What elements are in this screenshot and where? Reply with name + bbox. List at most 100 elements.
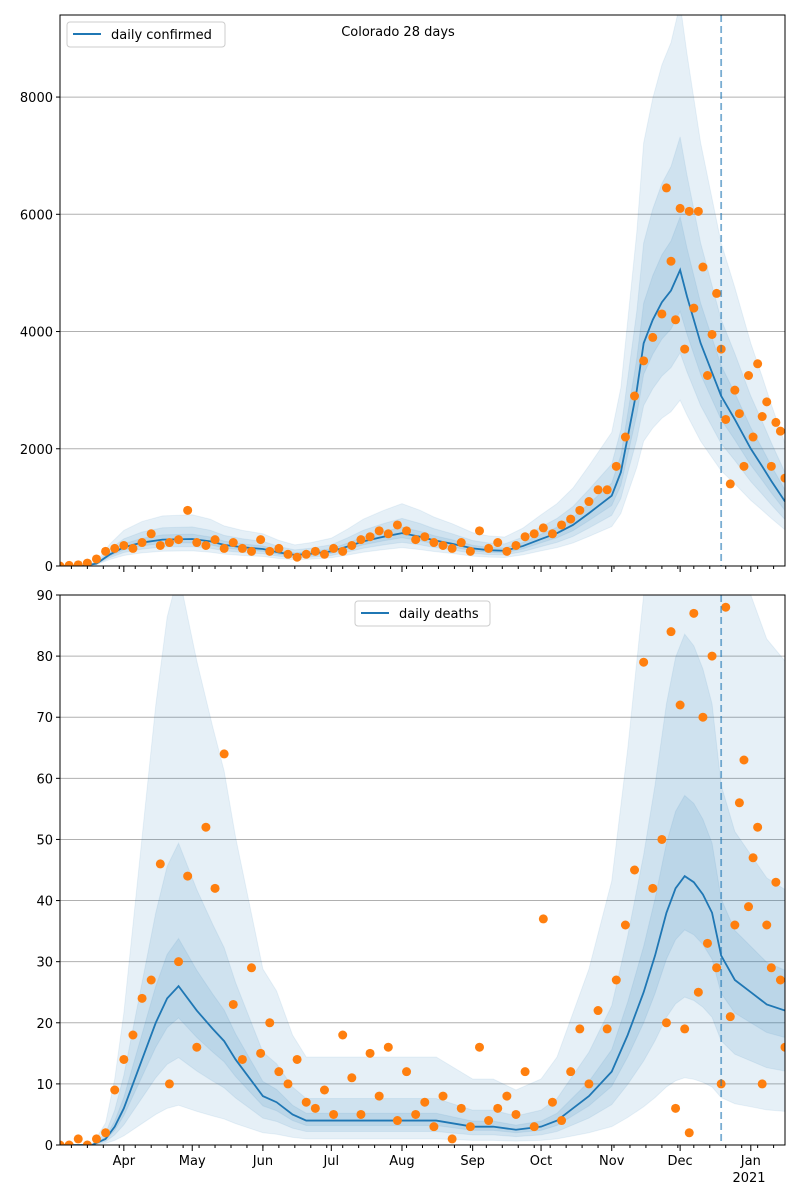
observed-point xyxy=(566,514,576,524)
observed-point xyxy=(680,1024,690,1034)
legend-deaths: daily deaths xyxy=(354,600,491,627)
observed-point xyxy=(502,1091,512,1101)
observed-point xyxy=(766,963,776,973)
observed-point xyxy=(671,315,681,325)
observed-point xyxy=(447,543,457,553)
observed-point xyxy=(753,359,763,369)
observed-point xyxy=(438,1091,448,1101)
observed-point xyxy=(219,543,229,553)
observed-point xyxy=(557,1116,567,1126)
deaths-chart: 0 10 20 30 40 50 60 70 80 90 Apr May Jun Jul Aug Sep Oct… xyxy=(36,589,786,1169)
observed-point xyxy=(538,523,548,533)
observed-point xyxy=(429,538,439,548)
observed-point xyxy=(584,1079,594,1089)
observed-point xyxy=(301,1097,311,1107)
observed-point xyxy=(183,505,193,515)
observed-point xyxy=(146,529,156,539)
observed-point xyxy=(511,1109,521,1119)
observed-point xyxy=(283,1079,293,1089)
observed-point xyxy=(356,535,366,545)
observed-point xyxy=(762,397,772,407)
observed-point xyxy=(319,1085,329,1095)
observed-point xyxy=(611,461,621,471)
observed-point xyxy=(301,549,311,559)
observed-point xyxy=(734,798,744,808)
observed-point xyxy=(730,920,740,930)
observed-point xyxy=(725,479,735,489)
observed-point xyxy=(566,1067,576,1077)
observed-point xyxy=(661,1018,671,1028)
observed-point xyxy=(775,426,785,436)
observed-point xyxy=(82,558,92,566)
observed-point xyxy=(547,529,557,539)
observed-point xyxy=(657,834,667,844)
observed-point xyxy=(164,538,174,548)
observed-point xyxy=(712,288,722,298)
x-tick-label: Dec xyxy=(668,1154,693,1169)
observed-point xyxy=(465,1122,475,1132)
observed-point xyxy=(620,432,630,442)
observed-point xyxy=(392,1116,402,1126)
observed-point xyxy=(707,329,717,339)
observed-point xyxy=(137,538,147,548)
observed-point xyxy=(766,461,776,471)
observed-point xyxy=(402,1067,412,1077)
observed-point xyxy=(575,1024,585,1034)
observed-point xyxy=(101,1128,111,1138)
observed-point xyxy=(648,332,658,342)
observed-point xyxy=(356,1109,366,1119)
observed-point xyxy=(329,543,339,553)
observed-point xyxy=(538,914,548,924)
observed-point xyxy=(702,370,712,380)
observed-point xyxy=(210,883,220,893)
observed-point xyxy=(73,560,83,566)
observed-point xyxy=(365,1048,375,1058)
observed-point xyxy=(274,543,284,553)
observed-point xyxy=(228,538,238,548)
plot-area xyxy=(60,595,785,1145)
observed-point xyxy=(675,203,685,213)
observed-point xyxy=(283,549,293,559)
observed-point xyxy=(365,532,375,542)
observed-point xyxy=(748,432,758,442)
observed-point xyxy=(155,540,165,550)
observed-point xyxy=(689,608,699,618)
observed-point xyxy=(648,883,658,893)
observed-point xyxy=(484,543,494,553)
x-tick-label: Apr xyxy=(113,1154,136,1169)
observed-point xyxy=(611,975,621,985)
observed-point xyxy=(438,540,448,550)
observed-point xyxy=(228,999,238,1009)
median-line xyxy=(60,874,785,1145)
observed-point xyxy=(119,1054,129,1064)
x-tick-label: Aug xyxy=(389,1154,414,1169)
observed-point xyxy=(146,975,156,985)
observed-point xyxy=(739,755,749,765)
observed-point xyxy=(698,712,708,722)
observed-point xyxy=(60,561,65,566)
observed-point xyxy=(529,1122,539,1132)
observed-point xyxy=(374,526,384,536)
observed-point xyxy=(739,461,749,471)
observed-point xyxy=(310,1103,320,1113)
y-tick-label: 60 xyxy=(36,772,53,787)
x-tick-label: Jun xyxy=(252,1154,273,1169)
observed-point xyxy=(292,552,302,562)
observed-point xyxy=(383,529,393,539)
observed-point xyxy=(420,532,430,542)
observed-point xyxy=(771,417,781,427)
observed-point xyxy=(520,532,530,542)
x-tick-label: May xyxy=(179,1154,206,1169)
observed-point xyxy=(744,370,754,380)
observed-point xyxy=(174,957,184,967)
observed-point xyxy=(712,963,722,973)
legend-label: daily deaths xyxy=(399,607,479,622)
y-tick-label: 20 xyxy=(36,1017,53,1032)
observed-point xyxy=(237,543,247,553)
observed-point xyxy=(456,1103,466,1113)
observed-point xyxy=(338,1030,348,1040)
observed-point xyxy=(493,1103,503,1113)
observed-point xyxy=(757,412,767,422)
axes-frame xyxy=(59,14,786,567)
